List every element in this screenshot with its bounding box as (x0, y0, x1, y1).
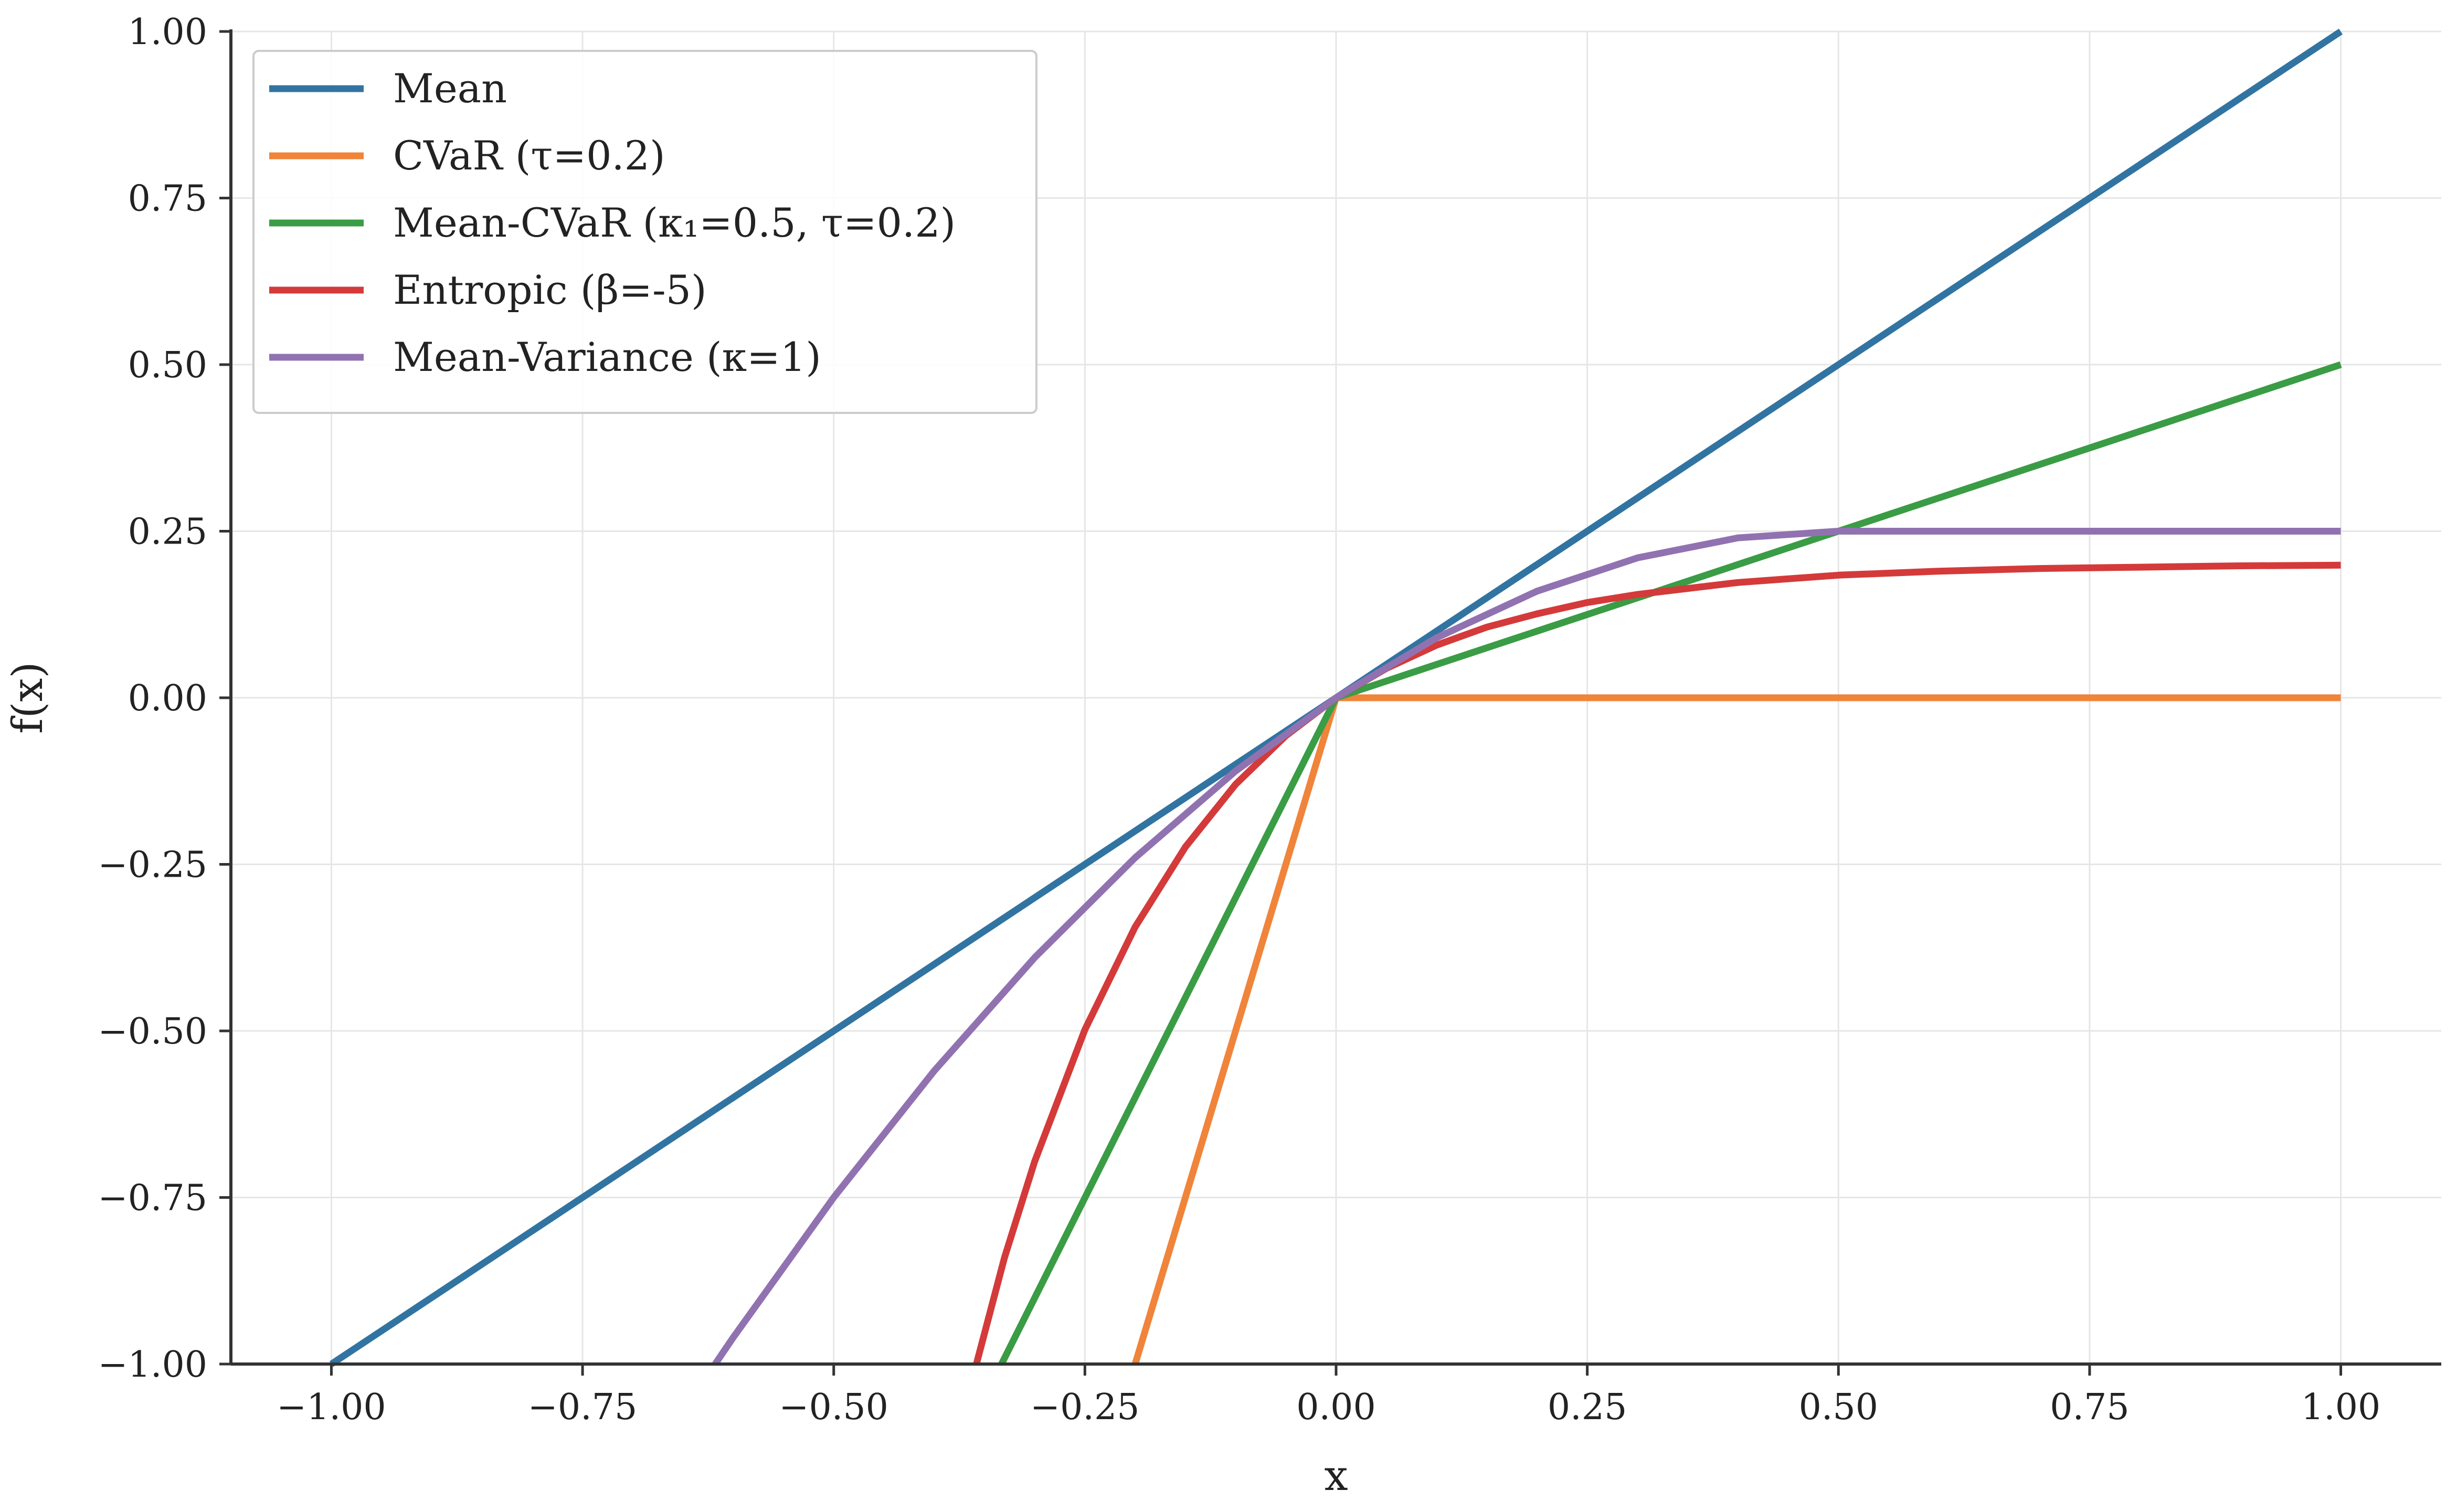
y-tick-label: 0.00 (128, 678, 207, 719)
axes: −1.00 −0.75 −0.50 −0.25 0.00 0.25 0.50 0.75 1.00… (98, 12, 2441, 1428)
x-tick-label: 0.00 (1296, 1387, 1375, 1428)
y-tick-label: −1.00 (98, 1344, 207, 1386)
x-tick-label: −0.25 (1030, 1387, 1139, 1428)
legend-frame (252, 50, 1037, 414)
series-line-3 (998, 361, 2342, 1366)
y-tick-label: −0.75 (98, 1178, 207, 1219)
legend-label-1: Mean (393, 65, 507, 112)
x-tick-label: 0.50 (1799, 1387, 1878, 1428)
x-tick-label: −1.00 (277, 1387, 386, 1428)
legend: Mean CVaR (τ=0.2) Mean-CVaR (κ₁=0.5, τ=0.2… (252, 50, 1037, 414)
y-tick-label: 0.25 (128, 512, 207, 553)
y-tick-label: 1.00 (128, 12, 207, 53)
x-tick-label: −0.75 (528, 1387, 637, 1428)
legend-label-3: Mean-CVaR (κ₁=0.5, τ=0.2) (393, 199, 956, 246)
x-axis-label: x (1324, 1451, 1348, 1500)
y-tick-label: −0.25 (98, 845, 207, 886)
y-tick-label: 0.50 (128, 345, 207, 386)
x-tick-label: −0.50 (779, 1387, 888, 1428)
x-tick-label: 0.25 (1548, 1387, 1627, 1428)
legend-label-5: Mean-Variance (κ=1) (393, 334, 821, 380)
x-tick-label: 1.00 (2301, 1387, 2380, 1428)
y-tick-label: −0.50 (98, 1011, 207, 1052)
legend-label-2: CVaR (τ=0.2) (393, 132, 665, 179)
series-line-5 (712, 528, 2341, 1366)
x-tick-label: 0.75 (2050, 1387, 2129, 1428)
y-tick-label: 0.75 (128, 178, 207, 220)
series-line-4 (973, 561, 2341, 1365)
y-axis-label: f(x) (3, 662, 52, 733)
legend-label-4: Entropic (β=-5) (393, 267, 707, 313)
series-lines (329, 28, 2343, 1367)
